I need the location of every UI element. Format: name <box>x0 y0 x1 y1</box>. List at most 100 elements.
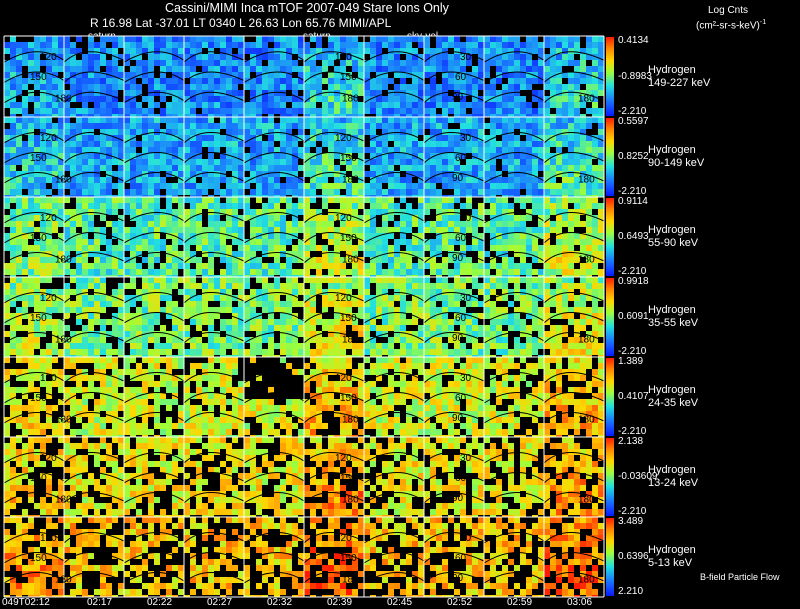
image-tile-r5-c2 <box>123 437 185 517</box>
time-label: 02:32 <box>267 597 293 608</box>
image-tile-r6-c0 <box>3 517 65 597</box>
panel-species: Hydrogen <box>648 144 696 156</box>
colorbar-mid-label: -0.03609 <box>618 471 658 482</box>
contour-label: 60 <box>455 72 467 83</box>
image-tile-r0-c4 <box>243 36 305 117</box>
panel-label: Hydrogen 5-13 keV <box>648 544 696 570</box>
contour-label: 180 <box>55 495 72 506</box>
colorbar-min-label: -2.210 <box>618 346 647 357</box>
contour-label: 30 <box>460 373 472 384</box>
contour-label: 180 <box>55 335 72 346</box>
image-tile-r4-c1 <box>63 357 125 437</box>
time-label: 02:22 <box>147 597 173 608</box>
panel-species: Hydrogen <box>648 384 696 396</box>
panel-label: Hydrogen 90-149 keV <box>648 144 704 170</box>
panel-energy-range: 35-55 keV <box>648 317 699 329</box>
panel-species: Hydrogen <box>648 304 696 316</box>
image-tile-r2-c9 <box>543 197 605 277</box>
time-label: 02:17 <box>87 597 113 608</box>
colorbar-unit-text: (cm²-sr-s-keV) <box>696 20 760 32</box>
image-tile-r6-c2 <box>123 517 185 597</box>
orbit-parameters: R 16.98 Lat -37.01 LT 0340 L 26.63 Lon 6… <box>90 16 392 30</box>
panel-species: Hydrogen <box>648 63 696 76</box>
contour-label: 60 <box>455 313 467 324</box>
colorbar-max-label: 0.9918 <box>618 276 649 287</box>
panel-label: Hydrogen 13-24 keV <box>648 464 698 490</box>
panel-energy-range: 13-24 keV <box>648 477 699 489</box>
colorbar-mid-label: -0.8983 <box>618 70 652 82</box>
contour-label: 30 <box>460 213 472 224</box>
panel-label: Hydrogen 24-35 keV <box>648 384 698 410</box>
contour-label: 120 <box>335 293 352 304</box>
image-tile-r1-c0 <box>3 117 65 197</box>
contour-label: 30 <box>460 453 472 464</box>
image-tile-r6-c8 <box>483 517 545 597</box>
contour-label: 180 <box>55 94 72 105</box>
contour-label: 150 <box>340 153 357 164</box>
contour-label: 120 <box>335 213 352 224</box>
image-tile-r4-c8 <box>483 357 545 437</box>
image-tile-r5-c8 <box>483 437 545 517</box>
image-tile-r3-c8 <box>483 277 545 357</box>
contour-label: 60 <box>455 393 467 404</box>
image-tile-r2-c4 <box>243 197 305 277</box>
contour-label: 150 <box>340 393 357 404</box>
image-tile-r6-c4 <box>243 517 305 597</box>
image-tile-r0-c9 <box>543 36 605 117</box>
colorbar-min-label: -2.210 <box>618 186 647 197</box>
image-tile-r2-c6 <box>363 197 425 277</box>
contour-label: 180 <box>578 495 595 506</box>
image-tile-r1-c5 <box>303 117 365 197</box>
image-tile-r3-c1 <box>63 277 125 357</box>
contour-label: 90 <box>452 253 464 264</box>
colorbar <box>606 358 614 436</box>
image-tile-r6-c7 <box>423 517 485 597</box>
colorbar-mid-label: 0.6396 <box>618 551 649 562</box>
panel-energy-range: 149-227 keV <box>648 76 711 89</box>
image-tile-r0-c5 <box>303 36 365 117</box>
contour-label: 180 <box>55 255 72 266</box>
colorbar-max-label: 0.9114 <box>618 196 648 207</box>
image-tile-r5-c7 <box>423 437 485 517</box>
image-tile-r4-c7 <box>423 357 485 437</box>
contour-label: 150 <box>30 233 47 244</box>
contour-label: 180 <box>55 575 72 586</box>
panel-species: Hydrogen <box>648 544 696 556</box>
panel-label: Hydrogen 55-90 keV <box>648 224 698 250</box>
image-tile-r3-c3 <box>183 277 245 357</box>
contour-label: 180 <box>578 335 595 346</box>
contour-label: 30 <box>460 52 472 63</box>
contour-label: 180 <box>578 415 595 426</box>
image-tile-r2-c0 <box>3 197 65 277</box>
contour-label: 180 <box>342 495 359 506</box>
image-tile-r5-c5 <box>303 437 365 517</box>
panel-species: Hydrogen <box>648 224 696 236</box>
contour-label: 150 <box>340 473 357 484</box>
image-tile-r6-c5 <box>303 517 365 597</box>
contour-label: 90 <box>452 173 464 184</box>
image-tile-r0-c2 <box>123 36 185 117</box>
colorbar-min-label: 2.210 <box>618 586 644 597</box>
colorbar-mid-label: 0.6091 <box>618 311 649 322</box>
image-tile-r1-c8 <box>483 117 545 197</box>
colorbar-unit-title: Log Cnts <box>708 5 749 16</box>
panel-energy-range: 5-13 keV <box>648 557 693 569</box>
image-tile-r2-c8 <box>483 197 545 277</box>
image-tile-r2-c3 <box>183 197 245 277</box>
contour-label: 180 <box>342 255 359 266</box>
image-tile-r4-c6 <box>363 357 425 437</box>
contour-label: 30 <box>460 133 472 144</box>
panel-label: Hydrogen 149-227 keV <box>648 64 710 90</box>
colorbar <box>606 37 614 116</box>
contour-label: 150 <box>30 393 47 404</box>
contour-label: 180 <box>342 575 359 586</box>
plot-title: Cassini/MIMI Inca mTOF 2007-049 Stare Io… <box>165 1 449 15</box>
panel-energy-range: 90-149 keV <box>648 157 705 169</box>
contour-label: 120 <box>335 52 352 63</box>
image-tile-r0-c6 <box>363 36 425 117</box>
colorbar-max-label: 3.489 <box>618 516 644 527</box>
panel-energy-range: 24-35 keV <box>648 397 699 409</box>
image-tile-r4-c0 <box>3 357 65 437</box>
image-tile-r1-c1 <box>63 117 125 197</box>
panel-energy-range: 55-90 keV <box>648 237 699 249</box>
